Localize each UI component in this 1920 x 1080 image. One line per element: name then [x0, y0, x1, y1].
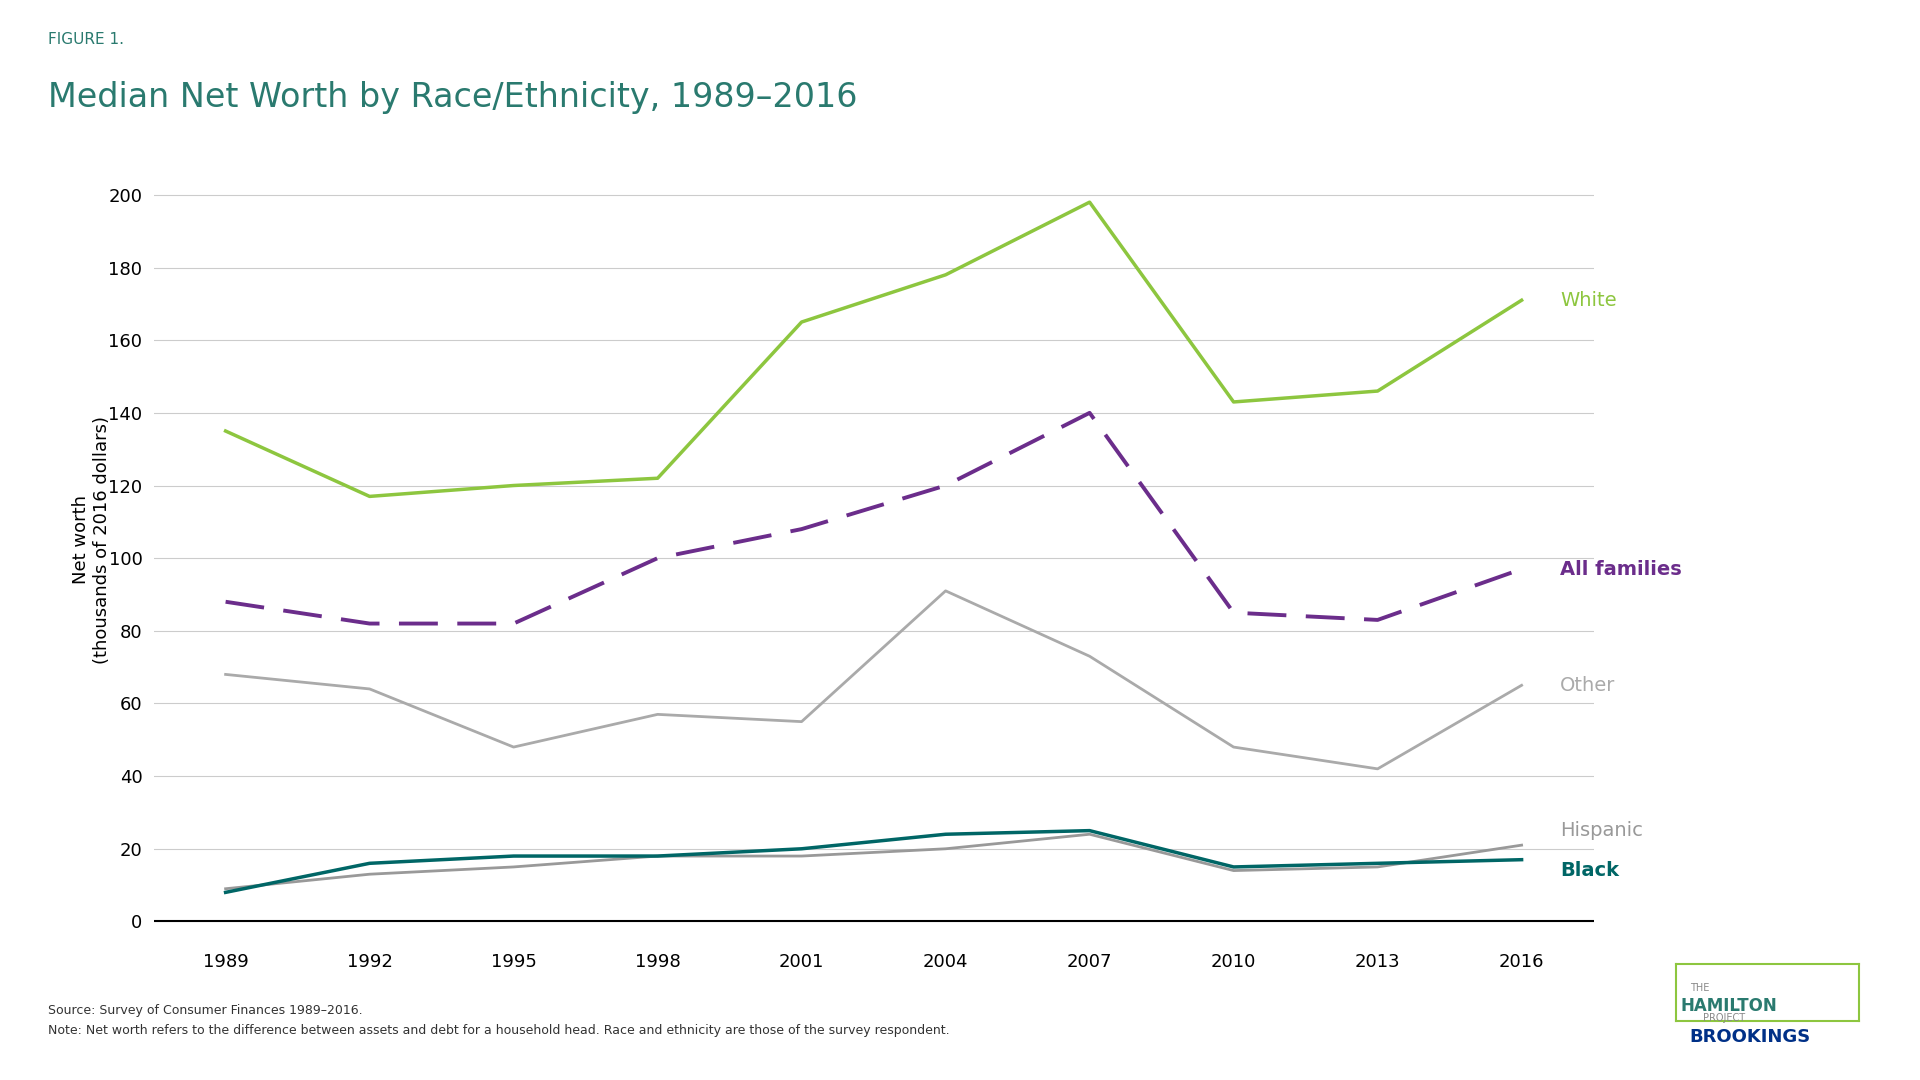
Y-axis label: Net worth
(thousands of 2016 dollars): Net worth (thousands of 2016 dollars) [73, 416, 111, 664]
Text: Other: Other [1559, 676, 1615, 694]
Text: PROJECT: PROJECT [1703, 1013, 1745, 1023]
Text: White: White [1559, 291, 1617, 310]
Text: Black: Black [1559, 861, 1619, 880]
Text: Median Net Worth by Race/Ethnicity, 1989–2016: Median Net Worth by Race/Ethnicity, 1989… [48, 81, 858, 114]
Text: BROOKINGS: BROOKINGS [1690, 1028, 1811, 1047]
Text: Hispanic: Hispanic [1559, 821, 1644, 840]
Text: Source: Survey of Consumer Finances 1989–2016.: Source: Survey of Consumer Finances 1989… [48, 1004, 363, 1017]
Text: All families: All families [1559, 559, 1682, 579]
Text: HAMILTON: HAMILTON [1680, 997, 1776, 1015]
Text: THE: THE [1690, 983, 1709, 993]
Text: FIGURE 1.: FIGURE 1. [48, 32, 125, 48]
Text: Note: Net worth refers to the difference between assets and debt for a household: Note: Net worth refers to the difference… [48, 1024, 950, 1037]
